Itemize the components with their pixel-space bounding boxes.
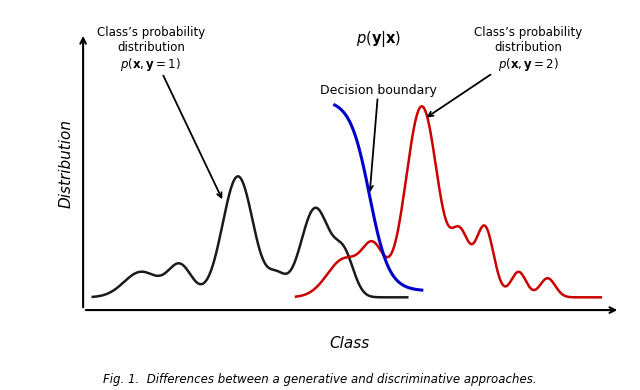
Text: Fig. 1.  Differences between a generative and discriminative approaches.: Fig. 1. Differences between a generative… — [103, 373, 537, 386]
Text: Class’s probability
distribution
$p(\mathbf{x}, \mathbf{y} = 1)$: Class’s probability distribution $p(\mat… — [97, 26, 221, 197]
Text: Decision boundary: Decision boundary — [320, 83, 436, 191]
Text: Class’s probability
distribution
$p(\mathbf{x}, \mathbf{y} = 2)$: Class’s probability distribution $p(\mat… — [428, 26, 582, 116]
Text: $p(\mathbf{y}|\mathbf{x})$: $p(\mathbf{y}|\mathbf{x})$ — [356, 29, 401, 49]
Text: Class: Class — [329, 335, 369, 351]
Text: Distribution: Distribution — [59, 119, 74, 208]
